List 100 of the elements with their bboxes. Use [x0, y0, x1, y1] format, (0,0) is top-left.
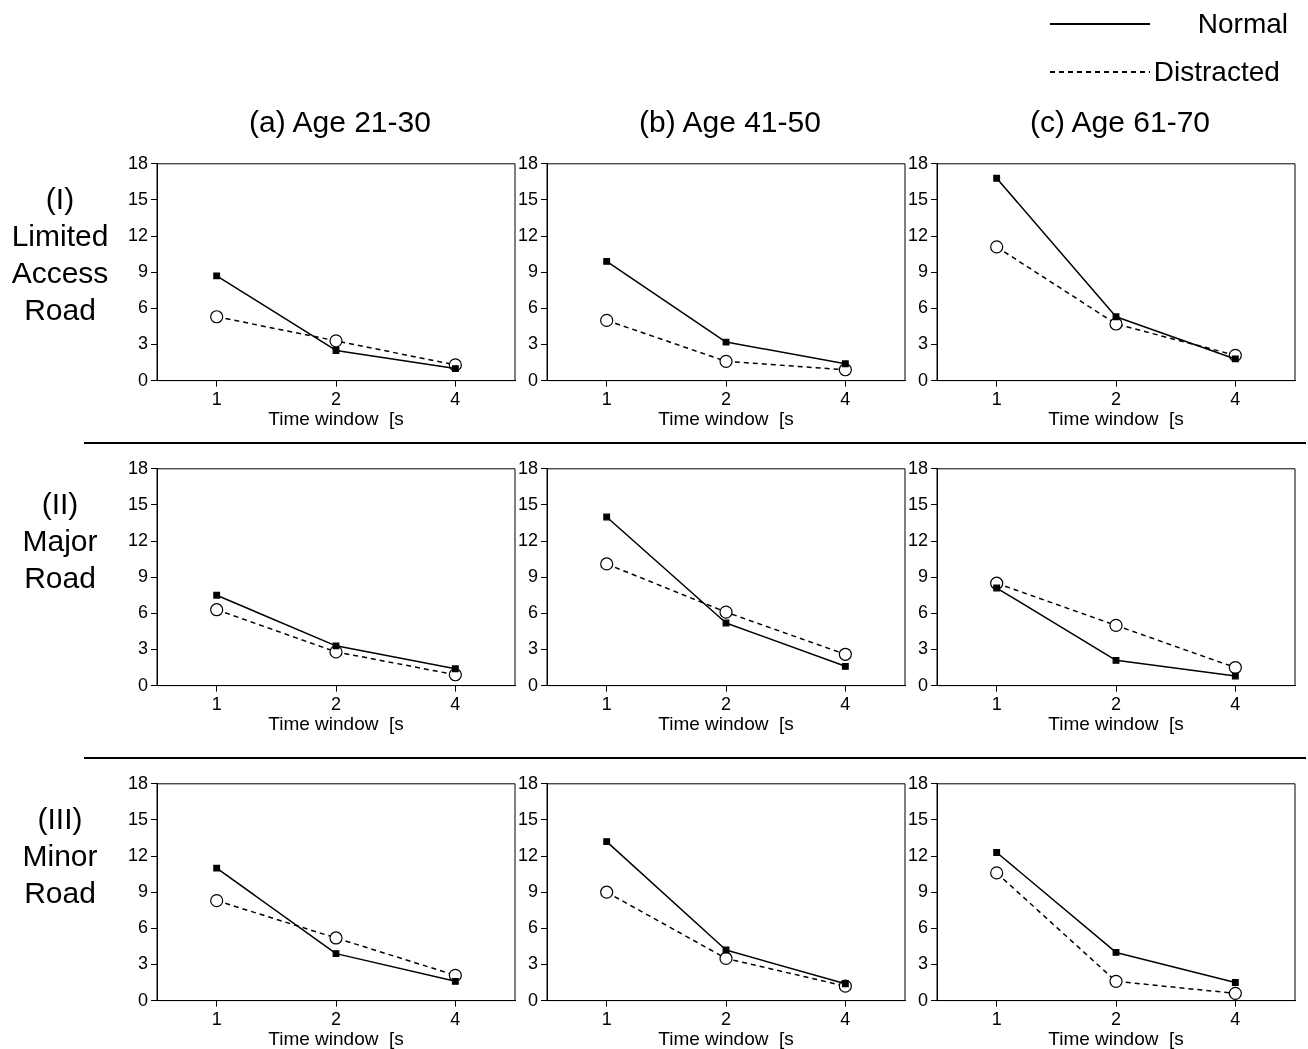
- y-tick-label: 12: [907, 225, 929, 246]
- y-tick-label: 0: [138, 369, 149, 390]
- y-tick-label: 18: [127, 772, 149, 793]
- y-tick-label: 6: [918, 297, 929, 318]
- x-tick-label: 1: [991, 694, 1002, 715]
- y-tick-label: 12: [517, 845, 539, 866]
- y-tick-label: 0: [918, 369, 929, 390]
- x-tick-label: 2: [721, 389, 732, 410]
- x-tick-label: 2: [1111, 1009, 1122, 1030]
- y-tick-label: 6: [138, 297, 149, 318]
- x-tick-label: 1: [991, 389, 1002, 410]
- y-tick-label: 3: [138, 953, 149, 974]
- x-tick-label: 2: [721, 694, 732, 715]
- x-tick-label: 4: [1230, 694, 1241, 715]
- x-tick-label: 4: [1230, 1009, 1241, 1030]
- y-tick-label: 18: [907, 772, 929, 793]
- point: [451, 977, 459, 985]
- chart-title: (a) Age 21-30: [248, 105, 432, 140]
- y-tick-label: 3: [918, 953, 929, 974]
- x-axis-title: Time window [s: [658, 407, 794, 429]
- y-tick-label: 0: [138, 674, 149, 695]
- x-axis-title: Time window [s: [268, 712, 404, 734]
- point: [719, 605, 733, 619]
- point: [329, 334, 343, 348]
- point: [993, 849, 1001, 856]
- y-tick-label: 6: [918, 917, 929, 938]
- y-tick-label: 6: [138, 602, 149, 623]
- y-tick-label: 18: [517, 152, 539, 173]
- x-axis-title: Time window [s: [1048, 1027, 1184, 1049]
- y-tick-label: 18: [517, 457, 539, 478]
- point: [1228, 986, 1242, 1000]
- y-axis-title: (III) Minor Road: [21, 801, 99, 911]
- point: [332, 642, 340, 650]
- y-tick-label: 15: [907, 188, 929, 209]
- point: [719, 354, 733, 368]
- y-tick-label: 9: [918, 566, 929, 587]
- y-tick-label: 6: [528, 602, 539, 623]
- x-tick-label: 4: [840, 389, 851, 410]
- x-tick-label: 1: [211, 1009, 222, 1030]
- chart-title: (c) Age 61-70: [1028, 105, 1212, 140]
- point: [213, 272, 221, 280]
- point: [210, 894, 224, 908]
- y-tick-label: 12: [127, 845, 149, 866]
- y-tick-label: 18: [127, 457, 149, 478]
- y-tick-label: 12: [127, 225, 149, 246]
- y-tick-label: 6: [528, 297, 539, 318]
- legend-label: Normal: [1197, 8, 1288, 40]
- y-axis-title: (I) Limited Access Road: [10, 181, 110, 328]
- point: [1112, 313, 1120, 321]
- y-tick-label: 15: [517, 493, 539, 514]
- y-tick-label: 9: [918, 261, 929, 282]
- point: [1231, 672, 1239, 680]
- y-tick-label: 15: [127, 188, 149, 209]
- x-tick-label: 2: [721, 1009, 732, 1030]
- y-tick-label: 18: [907, 152, 929, 173]
- x-tick-label: 2: [331, 694, 342, 715]
- x-tick-label: 4: [840, 1009, 851, 1030]
- point: [210, 310, 224, 324]
- x-axis-title: Time window [s: [268, 1027, 404, 1049]
- y-tick-label: 18: [517, 772, 539, 793]
- point: [990, 240, 1004, 254]
- y-tick-label: 3: [528, 333, 539, 354]
- point: [600, 885, 614, 899]
- x-tick-label: 1: [601, 389, 612, 410]
- point: [213, 864, 221, 872]
- point: [990, 866, 1004, 880]
- y-tick-label: 0: [528, 369, 539, 390]
- y-tick-label: 12: [907, 530, 929, 551]
- x-tick-label: 4: [450, 1009, 461, 1030]
- point: [451, 665, 459, 673]
- x-tick-label: 1: [211, 694, 222, 715]
- x-tick-label: 1: [211, 389, 222, 410]
- point: [722, 338, 730, 346]
- y-tick-label: 3: [918, 638, 929, 659]
- y-tick-label: 0: [138, 989, 149, 1010]
- y-tick-label: 0: [918, 674, 929, 695]
- x-tick-label: 2: [1111, 694, 1122, 715]
- x-tick-label: 4: [450, 694, 461, 715]
- y-tick-label: 0: [528, 989, 539, 1010]
- x-tick-label: 1: [601, 694, 612, 715]
- point: [603, 838, 611, 846]
- y-axis-title: (II) Major Road: [21, 486, 99, 596]
- x-axis-title: Time window [s: [1048, 712, 1184, 734]
- point: [1109, 317, 1123, 331]
- x-axis-title: Time window [s: [658, 1027, 794, 1049]
- point: [841, 662, 849, 670]
- point: [993, 584, 1001, 592]
- x-tick-label: 2: [331, 1009, 342, 1030]
- point: [603, 513, 611, 521]
- point: [1228, 660, 1242, 675]
- point: [600, 313, 614, 327]
- y-tick-label: 6: [918, 602, 929, 623]
- point: [600, 557, 614, 571]
- y-tick-label: 3: [138, 333, 149, 354]
- y-tick-label: 9: [138, 261, 149, 282]
- x-tick-label: 4: [1230, 389, 1241, 410]
- point: [1112, 656, 1120, 664]
- point: [722, 619, 730, 627]
- y-tick-label: 9: [918, 881, 929, 902]
- point: [838, 647, 852, 661]
